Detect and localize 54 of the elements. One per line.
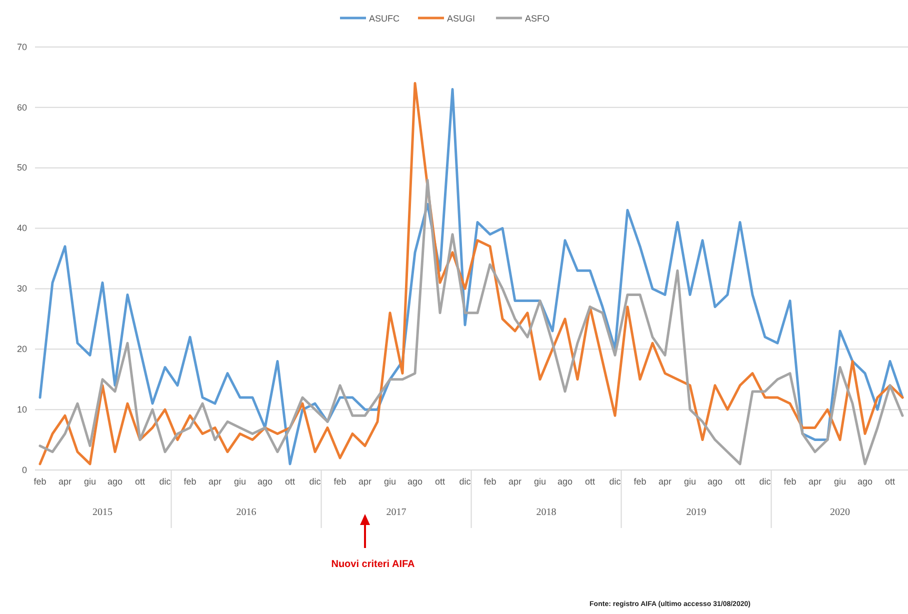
y-tick-label: 20: [16, 344, 27, 354]
x-tick-label: apr: [58, 476, 72, 486]
x-tick-label: feb: [334, 476, 346, 486]
text: 2016: [236, 507, 256, 518]
y-tick-label: 50: [16, 162, 27, 173]
x-tick-label: ott: [734, 476, 746, 486]
text: 2017: [386, 507, 406, 518]
x-tick-label: ott: [134, 476, 146, 486]
x-tick-label: apr: [358, 476, 372, 486]
x-tick-label: ago: [107, 476, 123, 486]
line-series: [38, 178, 904, 466]
y-tick-label: 40: [16, 223, 27, 234]
legend-label: ASUFC: [369, 14, 400, 24]
x-tick-label: ott: [584, 476, 596, 486]
x-tick-label: ago: [707, 476, 723, 486]
legend-label: ASUGI: [447, 14, 476, 24]
x-tick-label: ott: [284, 476, 296, 486]
x-tick-label: feb: [484, 476, 496, 486]
text: 2019: [686, 507, 706, 518]
y-tick-label: 0: [22, 464, 27, 475]
text: 2018: [536, 507, 556, 518]
x-tick-label: ago: [857, 476, 873, 486]
x-tick-label: giu: [84, 476, 96, 486]
y-tick-label: 10: [16, 404, 27, 414]
x-tick-label: apr: [658, 476, 672, 486]
y-tick-label: 30: [16, 284, 27, 294]
x-tick-label: giu: [384, 476, 396, 486]
x-tick-label: dic: [309, 476, 322, 486]
x-tick-label: feb: [184, 476, 196, 486]
x-tick-label: ago: [557, 476, 573, 486]
y-tick-label: 70: [16, 42, 27, 52]
x-tick-label: ott: [884, 476, 896, 486]
x-tick-label: dic: [459, 476, 472, 486]
y-tick-label: 60: [16, 102, 27, 112]
x-tick-label: apr: [508, 476, 522, 486]
x-tick-label: dic: [759, 476, 772, 486]
x-tick-label: ott: [434, 476, 446, 486]
text: 2015: [92, 507, 112, 518]
x-tick-label: giu: [834, 476, 846, 486]
x-tick-label: giu: [234, 476, 246, 486]
text: 2020: [830, 507, 850, 518]
x-tick-label: dic: [159, 476, 172, 486]
x-tick-label: ago: [257, 476, 273, 486]
x-tick-label: feb: [784, 476, 796, 486]
legend-label: ASFO: [525, 14, 550, 24]
x-tick-label: ago: [407, 476, 423, 486]
x-tick-label: feb: [634, 476, 646, 486]
x-tick-label: apr: [208, 476, 222, 486]
x-tick-label: giu: [534, 476, 546, 486]
x-tick-label: apr: [808, 476, 822, 486]
text: Nuovi criteri AIFA: [331, 559, 415, 570]
x-tick-label: dic: [609, 476, 622, 486]
x-tick-label: feb: [34, 476, 46, 486]
x-tick-label: giu: [684, 476, 696, 486]
